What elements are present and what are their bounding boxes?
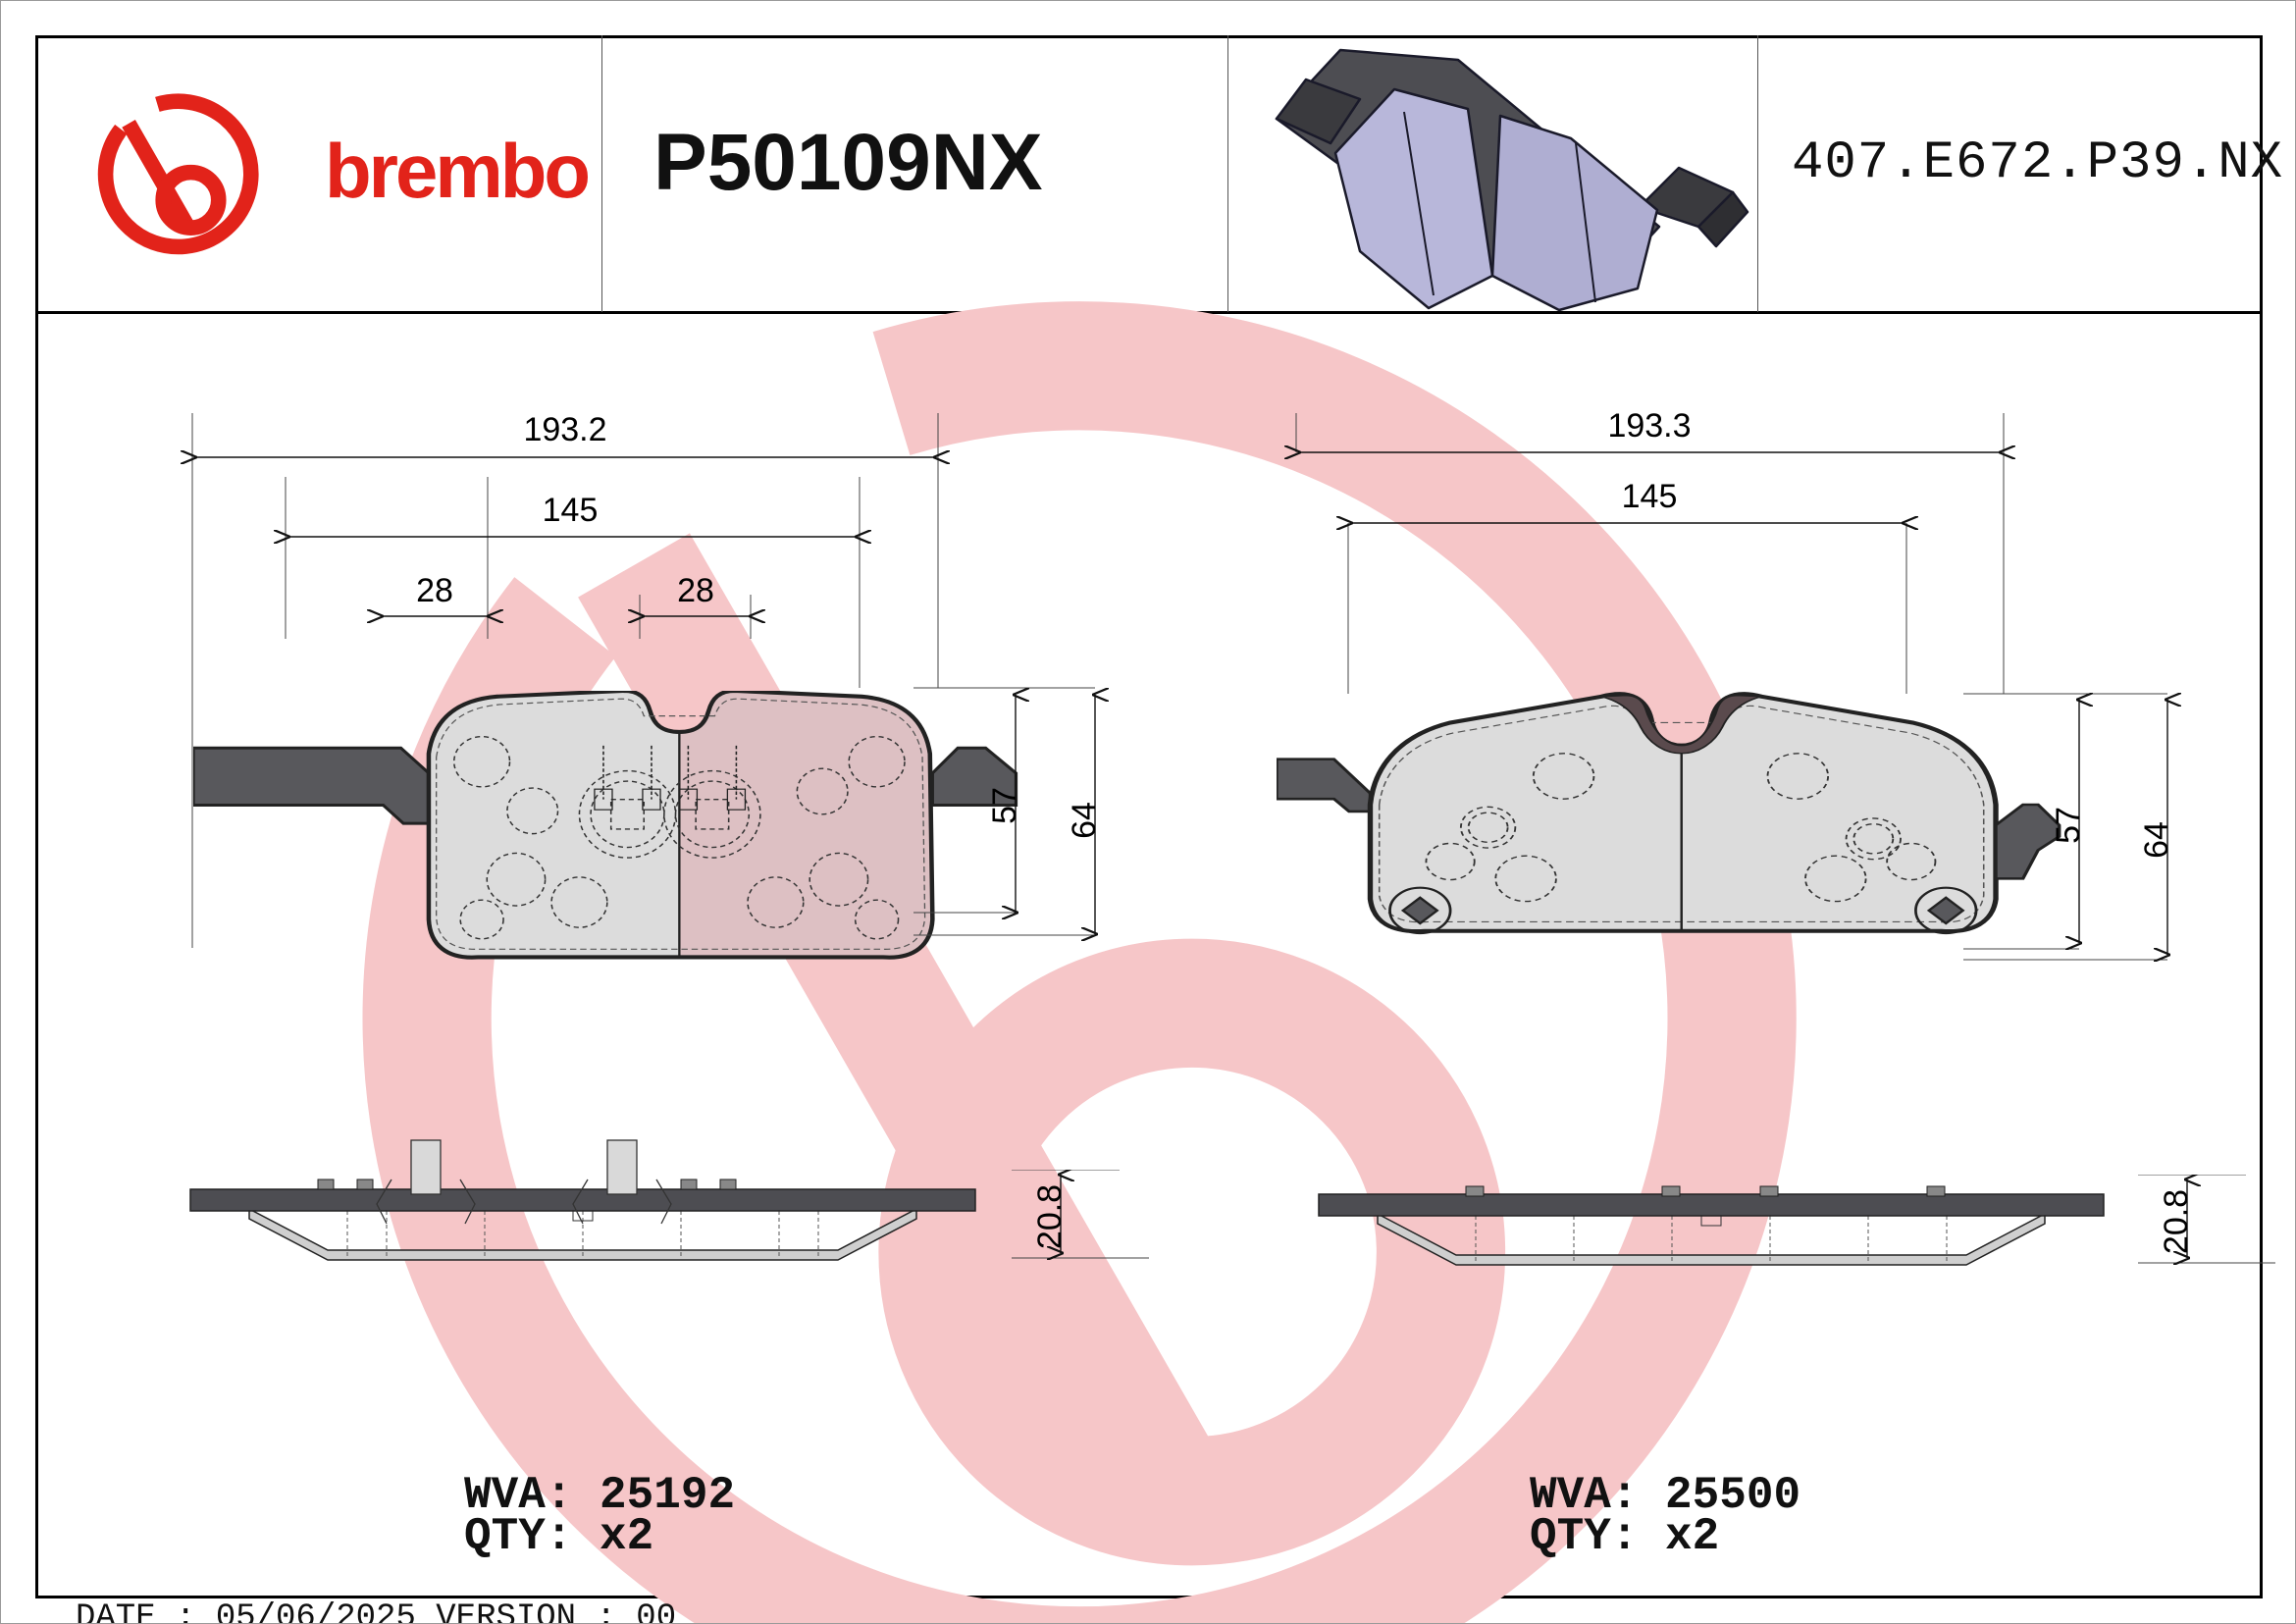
svg-text:28: 28 [677, 572, 714, 609]
svg-text:193.2: 193.2 [523, 413, 606, 448]
svg-text:20.8: 20.8 [2158, 1189, 2195, 1254]
svg-text:145: 145 [543, 492, 599, 529]
svg-text:28: 28 [416, 572, 453, 609]
svg-text:57: 57 [2050, 807, 2087, 844]
svg-text:193.3: 193.3 [1607, 407, 1691, 445]
svg-text:64: 64 [1066, 802, 1103, 839]
svg-text:20.8: 20.8 [1031, 1184, 1069, 1249]
svg-text:57: 57 [986, 787, 1023, 824]
svg-text:64: 64 [2138, 821, 2175, 859]
svg-text:145: 145 [1622, 478, 1678, 515]
